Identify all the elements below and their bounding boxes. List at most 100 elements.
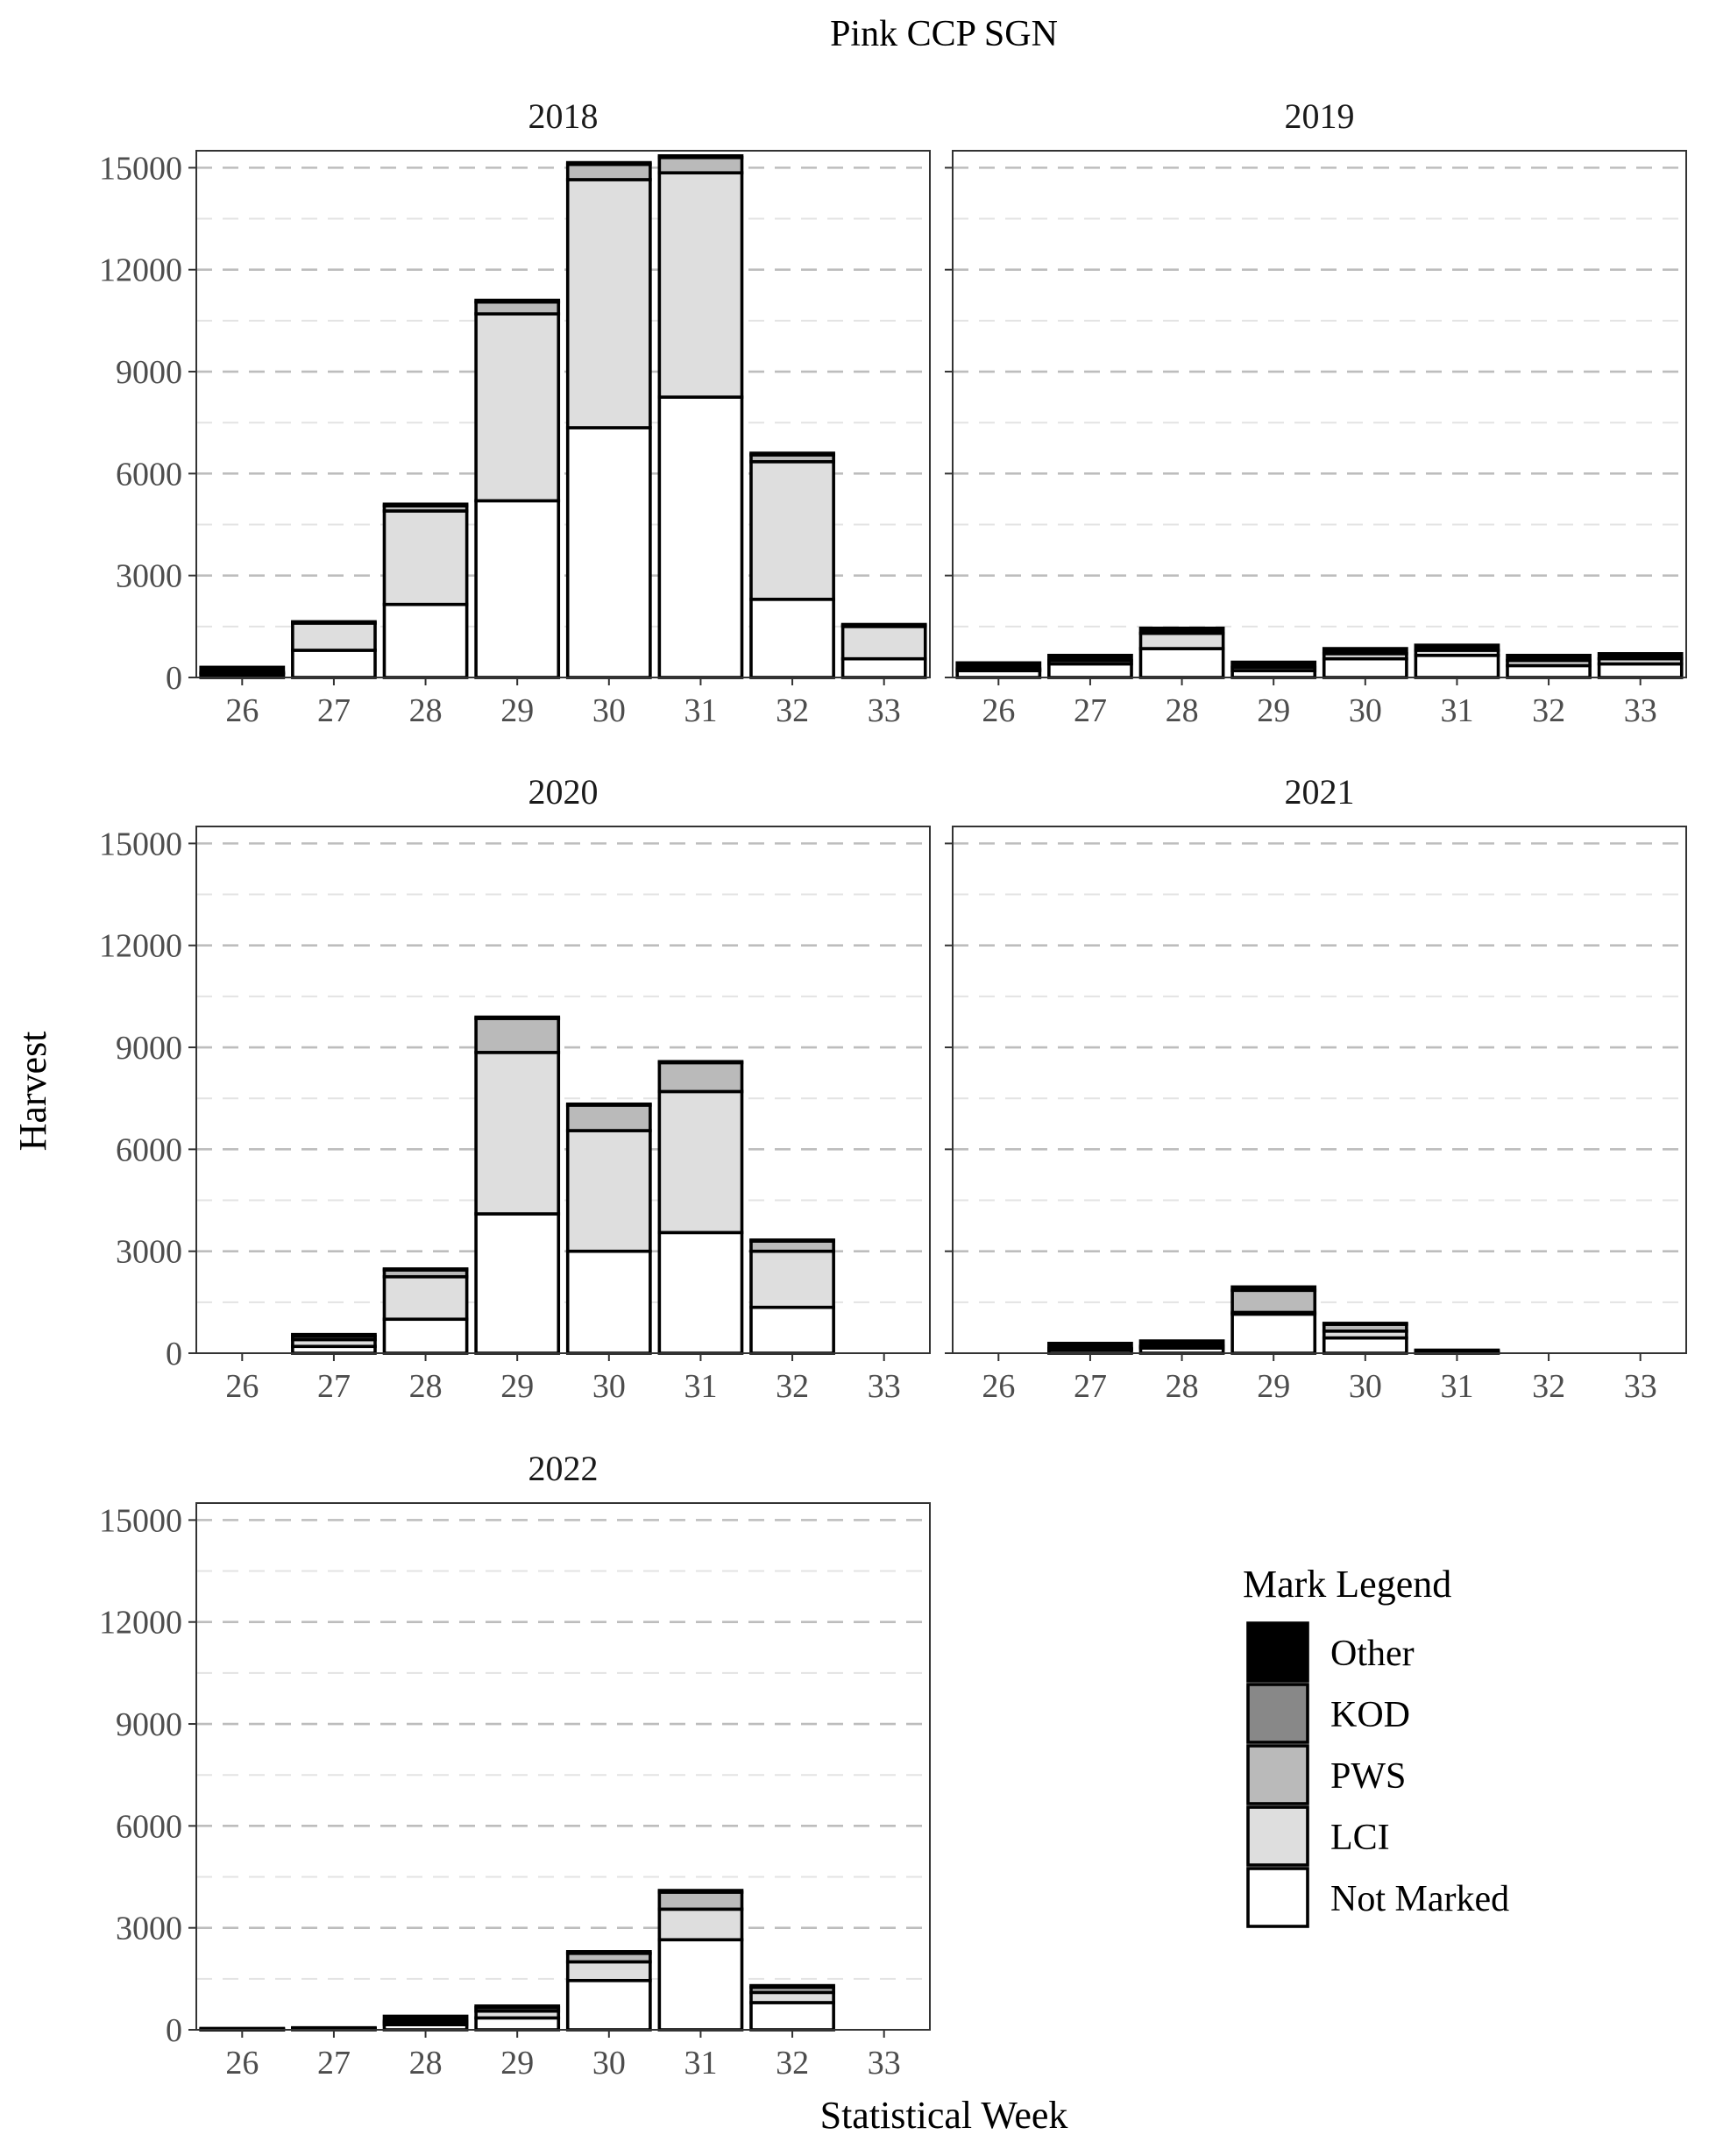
y-tick-label: 0 bbox=[166, 2012, 182, 2049]
bar-segment-not-marked bbox=[565, 426, 652, 679]
bar-segment-not-marked bbox=[1322, 656, 1408, 679]
bar-segment-other bbox=[474, 298, 561, 304]
bar-segment-not-marked bbox=[840, 656, 927, 679]
x-tick-label: 29 bbox=[1257, 692, 1290, 729]
x-tick-label: 29 bbox=[500, 2045, 534, 2082]
y-tick-label: 12000 bbox=[99, 252, 182, 289]
y-tick-label: 3000 bbox=[116, 1911, 182, 1947]
panel-2021-bar-week-28 bbox=[1138, 1339, 1225, 1355]
y-tick-label: 12000 bbox=[99, 928, 182, 965]
x-tick-label: 30 bbox=[592, 1368, 626, 1405]
legend-items: Other KOD PWS LCI Not Marked bbox=[1246, 1621, 1509, 1928]
bar-segment-lci bbox=[565, 178, 652, 429]
bar-segment-pws bbox=[657, 155, 744, 175]
x-tick-label: 26 bbox=[982, 1368, 1015, 1405]
panel-2019-bar-week-28 bbox=[1138, 626, 1225, 679]
legend-label-not-marked: Not Marked bbox=[1330, 1879, 1509, 1919]
panel-2020-bar-week-32 bbox=[749, 1238, 835, 1355]
panel-2020-frame bbox=[195, 826, 931, 1354]
panel-2019-bar-week-27 bbox=[1047, 653, 1133, 679]
x-tick-label: 27 bbox=[1074, 692, 1107, 729]
panel-2022-bar-week-30 bbox=[565, 1950, 652, 2032]
legend-item-kod: KOD bbox=[1246, 1683, 1410, 1744]
x-tick-label: 26 bbox=[225, 692, 259, 729]
bar-segment-other bbox=[1047, 653, 1133, 663]
bar-segment-lci bbox=[657, 1089, 744, 1235]
legend-label-lci: LCI bbox=[1330, 1818, 1390, 1858]
y-tick-label: 9000 bbox=[116, 1030, 182, 1067]
panel-2018-bar-week-27 bbox=[291, 620, 377, 679]
legend: Mark Legend Other KOD PWS LCI Not Marked bbox=[1243, 1563, 1509, 1928]
x-tick-label: 28 bbox=[409, 692, 443, 729]
x-tick-label: 29 bbox=[500, 692, 534, 729]
panel-2022-frame bbox=[195, 1502, 931, 2031]
panel-2019: 2019 26 27 28 29 30 31 32 33 bbox=[945, 96, 1687, 729]
panel-2021-bar-week-29 bbox=[1230, 1285, 1317, 1355]
bar-segment-not-marked bbox=[1506, 663, 1592, 679]
bar-segment-not-marked bbox=[474, 2016, 561, 2032]
x-tick-label: 30 bbox=[1349, 1368, 1382, 1405]
bar-segment-not-marked bbox=[1322, 1336, 1408, 1355]
x-tick-label: 31 bbox=[684, 1368, 717, 1405]
y-tick-label: 15000 bbox=[99, 1502, 182, 1539]
bar-segment-pws bbox=[474, 1017, 561, 1054]
bar-segment-other bbox=[1322, 1322, 1408, 1326]
legend-label-other: Other bbox=[1330, 1634, 1415, 1674]
bar-segment-other bbox=[1047, 1341, 1133, 1351]
x-tick-label: 33 bbox=[868, 2045, 901, 2082]
bar-segment-other bbox=[840, 622, 927, 628]
bar-segment-not-marked bbox=[565, 1978, 652, 2032]
bar-segment-lci bbox=[657, 171, 744, 399]
x-tick-label: 30 bbox=[592, 692, 626, 729]
bar-segment-pws bbox=[474, 300, 561, 316]
bar-segment-lci bbox=[382, 1274, 469, 1322]
bar-segment-other bbox=[474, 1015, 561, 1020]
bar-segment-other bbox=[382, 2014, 469, 2024]
x-tick-label: 32 bbox=[776, 2045, 809, 2082]
x-tick-label: 31 bbox=[684, 2045, 717, 2082]
bar-segment-lci bbox=[474, 1051, 561, 1216]
x-tick-label: 33 bbox=[868, 692, 901, 729]
bar-segment-pws bbox=[657, 1060, 744, 1094]
bar-segment-not-marked bbox=[474, 499, 561, 679]
panel-2022-bar-week-29 bbox=[474, 2004, 561, 2032]
panel-2020-bar-week-30 bbox=[565, 1102, 652, 1355]
x-tick-label: 32 bbox=[1532, 692, 1565, 729]
bar-segment-not-marked bbox=[474, 1212, 561, 1355]
bar-segment-pws bbox=[1230, 1288, 1317, 1315]
bar-segment-not-marked bbox=[565, 1249, 652, 1355]
bar-segment-not-marked bbox=[1230, 1312, 1317, 1355]
x-tick-label: 27 bbox=[317, 1368, 351, 1405]
panel-2018-bar-week-26 bbox=[199, 665, 286, 679]
x-tick-label: 32 bbox=[776, 692, 809, 729]
bar-segment-not-marked bbox=[382, 602, 469, 679]
bar-segment-other bbox=[657, 154, 744, 160]
x-tick-label: 33 bbox=[868, 1368, 901, 1405]
panel-2018-bar-week-30 bbox=[565, 160, 652, 679]
y-tick-label: 9000 bbox=[116, 354, 182, 391]
legend-title: Mark Legend bbox=[1243, 1563, 1451, 1606]
x-axis-title: Statistical Week bbox=[820, 2094, 1068, 2137]
panel-2022-bar-week-28 bbox=[382, 2014, 469, 2032]
panel-2020-bar-week-28 bbox=[382, 1267, 469, 1355]
bar-segment-not-marked bbox=[749, 1305, 835, 1355]
bar-segment-not-marked bbox=[1047, 662, 1133, 679]
legend-label-kod: KOD bbox=[1330, 1695, 1410, 1735]
panel-2021-bar-week-30 bbox=[1322, 1322, 1408, 1355]
x-tick-label: 33 bbox=[1624, 692, 1657, 729]
bar-segment-not-marked bbox=[749, 2001, 835, 2032]
panel-2022-bar-week-32 bbox=[749, 1983, 835, 2032]
bar-segment-other bbox=[1230, 1285, 1317, 1293]
bar-segment-pws bbox=[657, 1890, 744, 1911]
y-tick-label: 15000 bbox=[99, 826, 182, 862]
bar-segment-lci bbox=[565, 1129, 652, 1253]
bar-segment-other bbox=[1414, 643, 1500, 652]
y-tick-label: 6000 bbox=[116, 456, 182, 493]
x-tick-label: 31 bbox=[1440, 1368, 1473, 1405]
x-tick-label: 32 bbox=[1532, 1368, 1565, 1405]
y-tick-label: 6000 bbox=[116, 1131, 182, 1168]
legend-key-other bbox=[1246, 1621, 1309, 1683]
bar-segment-other bbox=[291, 2025, 377, 2031]
panel-2019-frame bbox=[952, 150, 1687, 678]
